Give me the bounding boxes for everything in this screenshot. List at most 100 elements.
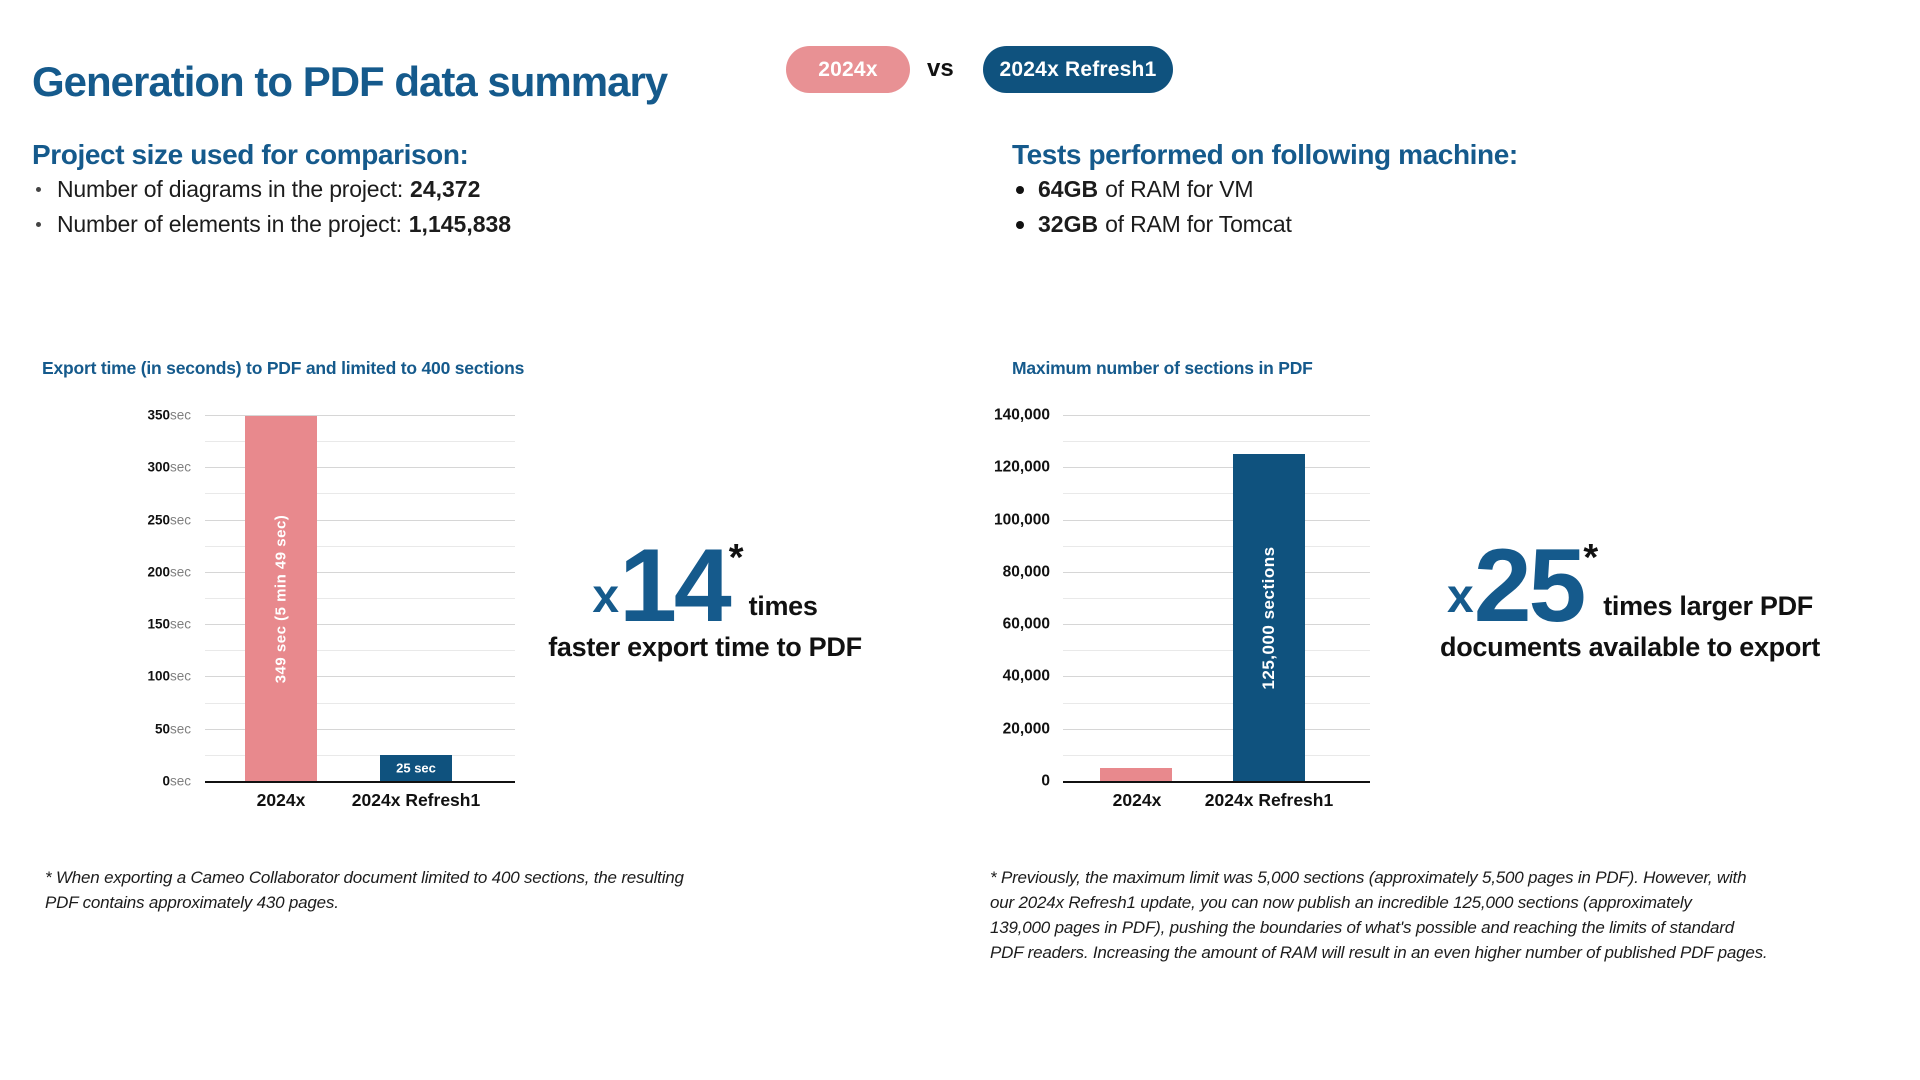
y-axis-tick-label: 120,000	[993, 458, 1050, 476]
y-axis-tick-label: 140,000	[993, 406, 1050, 424]
plot-area: 349 sec (5 min 49 sec) 25 sec 2024x 2024…	[205, 415, 515, 810]
gridline	[205, 728, 515, 730]
bullet-value: 32GB	[1038, 211, 1099, 237]
stat-caption: faster export time to PDF	[548, 632, 862, 662]
gridline	[205, 624, 515, 626]
stat-prefix: x	[1447, 570, 1474, 623]
gridline	[205, 415, 515, 416]
gridline	[1063, 728, 1370, 730]
vs-label: vs	[927, 55, 954, 82]
chart-title: Export time (in seconds) to PDF and limi…	[42, 358, 525, 378]
bullet-label: Number of elements in the project:	[57, 211, 402, 237]
gridline	[1063, 676, 1370, 678]
y-axis-tick-label: 50sec	[154, 720, 191, 736]
y-axis-tick-label: 40,000	[1002, 667, 1050, 685]
y-axis-tick-label: 350sec	[147, 407, 191, 423]
y-axis-tick-label: 60,000	[1002, 615, 1050, 633]
stat-tail: times	[748, 591, 818, 621]
bullet-value: 1,145,838	[408, 211, 512, 237]
y-axis-tick-label: 0sec	[162, 773, 191, 789]
bar-value-label: 125,000 sections	[1259, 546, 1278, 690]
project-size-heading: Project size used for comparison:	[32, 139, 469, 171]
badge-2024x: 2024x	[786, 46, 910, 93]
gridline-minor	[1063, 441, 1370, 443]
gridline-minor	[1063, 545, 1370, 547]
footnote-max-sections: * Previously, the maximum limit was 5,00…	[990, 868, 1768, 962]
stat-number: 14	[619, 528, 732, 644]
bar-2024x-refresh1: 125,000 sections	[1233, 454, 1305, 781]
gridline-minor	[205, 493, 515, 495]
bullet-label: of RAM for Tomcat	[1105, 211, 1292, 237]
size-stat: x 25 * times larger PDF documents availa…	[1390, 528, 1870, 663]
export-time-chart: Export time (in seconds) to PDF and limi…	[42, 358, 562, 810]
bar-2024x	[1100, 767, 1172, 781]
machine-list: 64GB of RAM for VM 32GB of RAM for Tomca…	[1016, 172, 1292, 242]
stat-tail: times larger PDF	[1603, 591, 1813, 621]
bar-2024x-refresh1: 25 sec	[380, 754, 452, 781]
y-axis-tick-label: 100,000	[993, 510, 1050, 528]
gridline	[205, 467, 515, 469]
bullet-icon	[1016, 185, 1024, 194]
gridline	[1063, 624, 1370, 626]
gridline	[1063, 467, 1370, 469]
bullet-label: Number of diagrams in the project:	[57, 176, 404, 202]
bar-2024x: 349 sec (5 min 49 sec)	[245, 416, 317, 781]
gridline-minor	[205, 441, 515, 443]
speedup-stat: x 14 * times faster export time to PDF	[495, 528, 915, 663]
gridline-minor	[205, 702, 515, 704]
chart-title: Maximum number of sections in PDF	[1012, 358, 1313, 378]
x-axis-category: 2024x Refresh1	[351, 790, 481, 810]
plot-area: 125,000 sections 2024x 2024x Refresh1	[1063, 415, 1370, 810]
gridline-minor	[205, 650, 515, 652]
bullet-label: of RAM for VM	[1105, 176, 1254, 202]
gridline	[205, 676, 515, 678]
x-axis-category: 2024x Refresh1	[1204, 790, 1334, 810]
list-item: Number of diagrams in the project: 24,37…	[36, 172, 511, 207]
footnote-export-time: * When exporting a Cameo Collaborator do…	[45, 868, 684, 912]
x-axis-category: 2024x	[1112, 790, 1162, 810]
y-axis-tick-label: 150sec	[147, 616, 191, 632]
stat-row: x 14 * times	[495, 528, 915, 644]
chart-body: 140,000 120,000 100,000 80,000 60,000 40,000 2…	[994, 407, 1432, 810]
y-axis: 140,000 120,000 100,000 80,000 60,000 40,000 2…	[993, 407, 1057, 789]
bar-value-label: 349 sec (5 min 49 sec)	[272, 514, 290, 683]
gridline-minor	[1063, 650, 1370, 652]
project-size-list: Number of diagrams in the project: 24,37…	[36, 172, 511, 242]
y-axis-tick-label: 100sec	[147, 668, 191, 684]
chart-body: 350sec 300sec 250sec 200sec 150sec 100sec 50se…	[42, 408, 562, 810]
y-axis-tick-label: 250sec	[147, 511, 191, 527]
gridline	[1063, 519, 1370, 521]
stat-caption: documents available to export	[1440, 632, 1820, 662]
gridline-minor	[1063, 754, 1370, 756]
gridline	[205, 519, 515, 521]
max-sections-chart: Maximum number of sections in PDF 140,00…	[994, 358, 1432, 810]
stat-prefix: x	[592, 570, 620, 623]
x-axis-category: 2024x	[256, 790, 306, 810]
stat-number: 25	[1473, 528, 1587, 644]
gridline	[1063, 571, 1370, 573]
bar-value-label: 25 sec	[396, 760, 436, 776]
list-item: 64GB of RAM for VM	[1016, 172, 1292, 207]
bullet-icon	[36, 187, 41, 192]
gridline-minor	[205, 598, 515, 599]
bullet-icon	[1016, 220, 1024, 229]
list-item: Number of elements in the project: 1,145…	[36, 207, 511, 242]
bullet-value: 24,372	[410, 176, 481, 202]
y-axis-tick-label: 200sec	[147, 564, 191, 580]
y-axis-tick-label: 20,000	[1002, 719, 1050, 737]
y-axis-tick-label: 0	[1041, 772, 1050, 790]
asterisk: *	[1583, 537, 1599, 579]
badge-2024x-refresh1: 2024x Refresh1	[983, 46, 1173, 93]
y-axis: 350sec 300sec 250sec 200sec 150sec 100sec 50se…	[42, 408, 198, 788]
gridline-minor	[205, 545, 515, 547]
list-item: 32GB of RAM for Tomcat	[1016, 207, 1292, 242]
page-title: Generation to PDF data summary	[32, 58, 668, 106]
gridline	[205, 571, 515, 573]
y-axis-tick-label: 300sec	[147, 459, 191, 475]
gridline-minor	[1063, 493, 1370, 495]
bullet-value: 64GB	[1038, 176, 1099, 202]
machine-heading: Tests performed on following machine:	[1012, 139, 1518, 171]
gridline	[1063, 415, 1370, 416]
gridline-minor	[1063, 598, 1370, 599]
